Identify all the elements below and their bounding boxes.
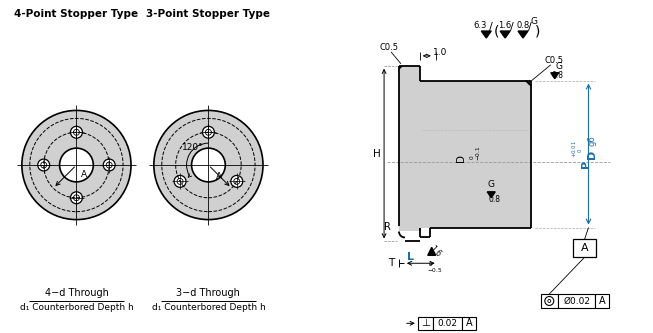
Text: 120°: 120° — [182, 143, 203, 152]
Text: A: A — [599, 296, 606, 306]
Text: /: / — [528, 22, 532, 32]
Polygon shape — [518, 31, 528, 38]
Polygon shape — [487, 192, 495, 198]
Polygon shape — [428, 247, 436, 255]
Text: C0.5: C0.5 — [379, 43, 398, 52]
Text: ⊥: ⊥ — [421, 318, 430, 328]
Text: 0.8: 0.8 — [488, 195, 500, 204]
Text: 0.02: 0.02 — [438, 319, 458, 328]
Circle shape — [202, 126, 214, 138]
Text: ): ) — [535, 24, 541, 38]
Circle shape — [38, 159, 50, 171]
Text: $^{+0.01}_{\ \ \ 0}$: $^{+0.01}_{\ \ \ 0}$ — [570, 140, 585, 158]
Circle shape — [103, 159, 115, 171]
Polygon shape — [500, 31, 510, 38]
Text: Ø0.02: Ø0.02 — [563, 296, 590, 305]
Bar — [558, 294, 596, 308]
Bar — [462, 317, 476, 330]
Text: 1.6: 1.6 — [428, 244, 443, 259]
Text: d₁ Counterbored Depth h: d₁ Counterbored Depth h — [151, 303, 265, 312]
Text: 6.3: 6.3 — [473, 21, 486, 30]
Text: /: / — [489, 22, 493, 32]
Text: $^{\ 0}_{-0.1}$: $^{\ 0}_{-0.1}$ — [468, 145, 483, 161]
Circle shape — [154, 111, 263, 219]
Text: 0.8: 0.8 — [552, 71, 564, 80]
Text: G: G — [555, 62, 562, 71]
Circle shape — [71, 126, 82, 138]
Circle shape — [22, 111, 131, 219]
Text: D: D — [456, 154, 466, 162]
Text: C0.5: C0.5 — [545, 56, 564, 65]
Text: 4-Point Stopper Type: 4-Point Stopper Type — [14, 9, 138, 19]
Text: g6: g6 — [588, 135, 597, 146]
Circle shape — [59, 148, 93, 182]
Polygon shape — [481, 31, 491, 38]
Text: G: G — [488, 180, 495, 189]
Text: A: A — [216, 172, 223, 181]
Text: A: A — [581, 243, 588, 253]
Text: 1.0: 1.0 — [432, 48, 447, 57]
Text: 1.6: 1.6 — [498, 21, 512, 30]
Circle shape — [191, 148, 225, 182]
Text: P: P — [581, 160, 590, 168]
Circle shape — [231, 175, 243, 187]
Polygon shape — [550, 73, 559, 79]
Text: 3-Point Stopper Type: 3-Point Stopper Type — [146, 9, 270, 19]
Text: H: H — [374, 149, 381, 159]
Text: 3−d Through: 3−d Through — [176, 288, 240, 298]
Circle shape — [71, 192, 82, 204]
Bar — [596, 294, 609, 308]
Text: 0.8: 0.8 — [517, 21, 530, 30]
Text: D: D — [588, 150, 597, 159]
Bar — [399, 66, 420, 231]
Bar — [420, 81, 531, 227]
Text: /: / — [510, 22, 514, 32]
Text: T: T — [388, 258, 394, 268]
Text: R: R — [384, 221, 391, 231]
Text: A: A — [82, 170, 88, 179]
Bar — [541, 294, 558, 308]
Text: 4−d Through: 4−d Through — [44, 288, 108, 298]
Bar — [418, 317, 433, 330]
Text: $^{\ 0}_{-0.5}$: $^{\ 0}_{-0.5}$ — [427, 260, 443, 275]
Text: A: A — [466, 318, 473, 328]
Text: (: ( — [494, 24, 499, 38]
Bar — [573, 239, 596, 257]
Text: L: L — [407, 252, 415, 262]
Bar — [433, 317, 462, 330]
Text: d₁ Counterbored Depth h: d₁ Counterbored Depth h — [20, 303, 133, 312]
Text: G: G — [531, 17, 538, 26]
Circle shape — [174, 175, 186, 187]
